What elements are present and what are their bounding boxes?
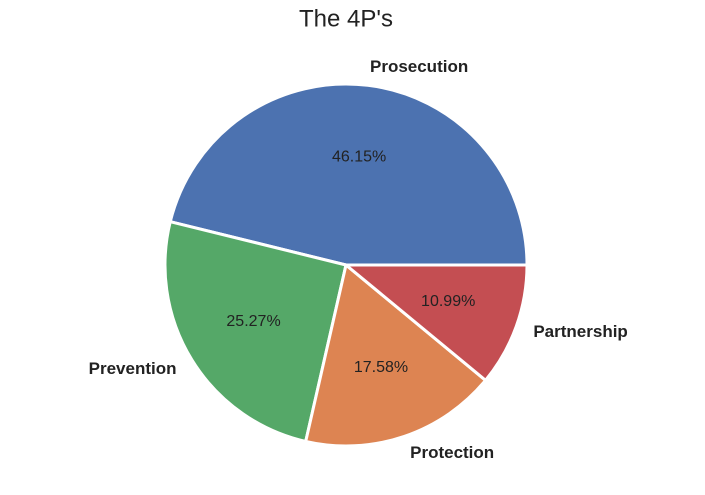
pie-slice — [163, 220, 348, 443]
slice-label: Prosecution — [370, 57, 468, 76]
percent-label: 17.58% — [354, 359, 408, 376]
chart-title: The 4P's — [299, 5, 393, 32]
slice-label: Protection — [410, 443, 494, 462]
percent-label: 25.27% — [226, 313, 280, 330]
pie-slice — [168, 82, 529, 267]
slice-label: Prevention — [89, 359, 177, 378]
pie-slice — [304, 263, 488, 448]
pie-slice — [344, 263, 529, 382]
percent-label: 10.99% — [421, 293, 475, 310]
slice-label: Partnership — [533, 322, 627, 341]
percent-label: 46.15% — [332, 148, 386, 165]
